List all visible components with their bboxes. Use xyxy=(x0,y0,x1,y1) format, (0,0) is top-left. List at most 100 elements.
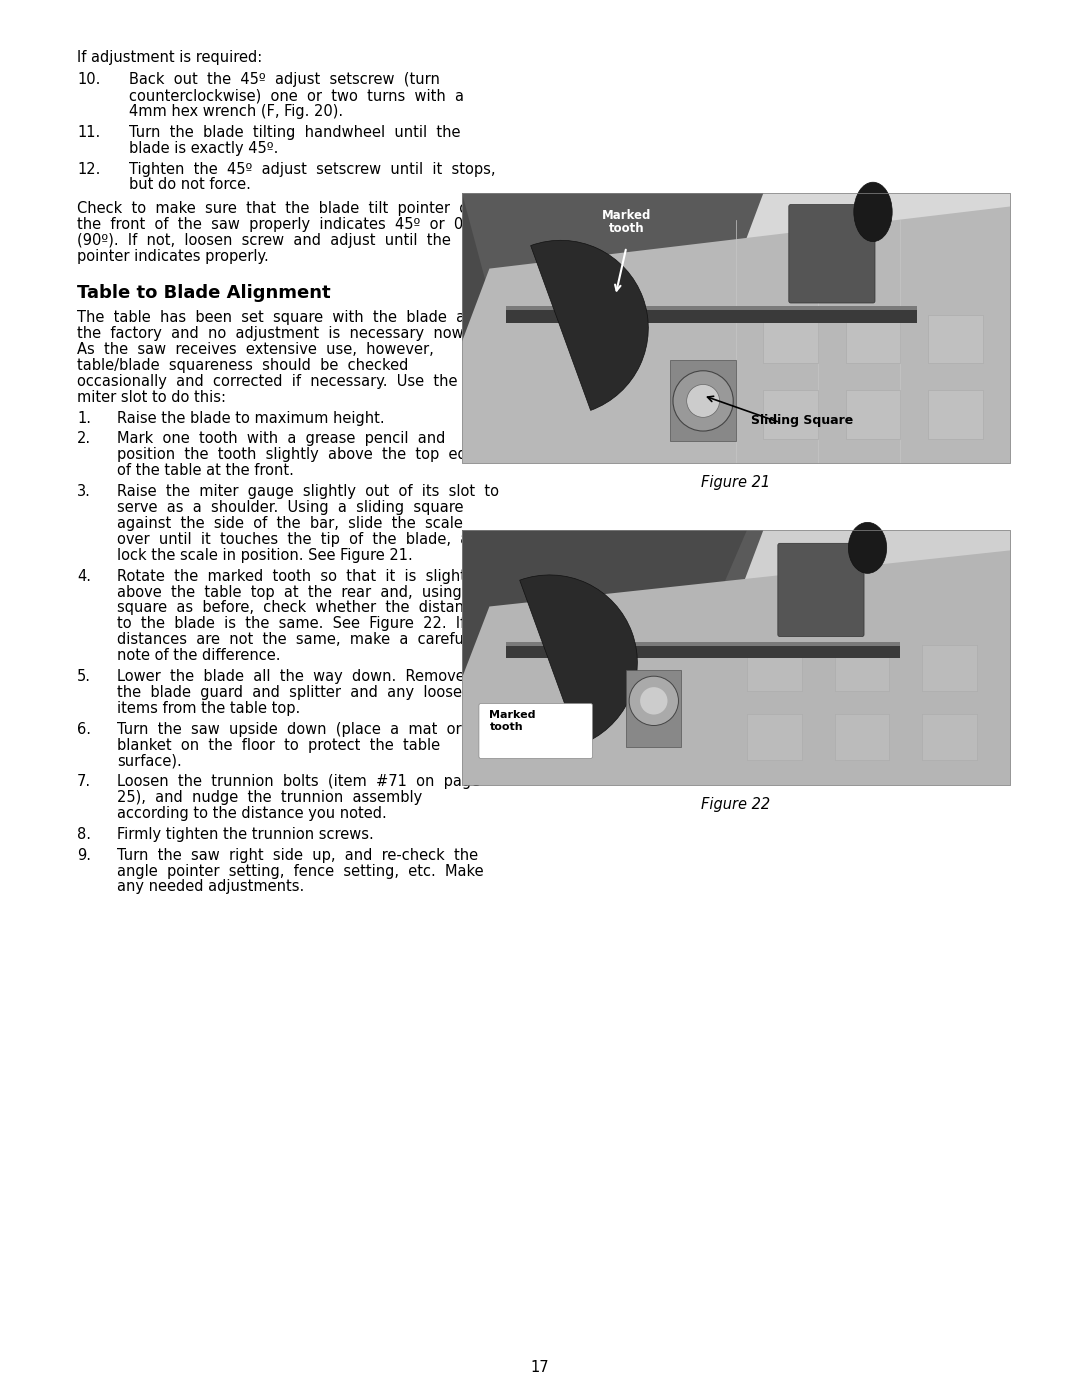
Text: 4.: 4. xyxy=(77,569,91,584)
Text: occasionally  and  corrected  if  necessary.  Use  the: occasionally and corrected if necessary.… xyxy=(77,373,458,388)
Text: tooth: tooth xyxy=(489,722,523,732)
Text: surface).: surface). xyxy=(117,753,181,768)
Text: any needed adjustments.: any needed adjustments. xyxy=(117,880,305,894)
Text: Back  out  the  45º  adjust  setscrew  (turn: Back out the 45º adjust setscrew (turn xyxy=(129,73,440,87)
Text: 10.: 10. xyxy=(77,73,100,87)
Text: the  front  of  the  saw  properly  indicates  45º  or  0º: the front of the saw properly indicates … xyxy=(77,218,470,232)
Bar xyxy=(846,390,901,439)
Circle shape xyxy=(630,676,678,725)
Wedge shape xyxy=(519,576,637,745)
Text: If adjustment is required:: If adjustment is required: xyxy=(77,50,262,66)
Text: 4mm hex wrench (F, Fig. 20).: 4mm hex wrench (F, Fig. 20). xyxy=(129,105,343,119)
Circle shape xyxy=(673,370,733,432)
Text: 1.: 1. xyxy=(77,411,91,426)
Text: Turn  the  blade  tilting  handwheel  until  the: Turn the blade tilting handwheel until t… xyxy=(129,124,460,140)
Text: Turn  the  saw  upside  down  (place  a  mat  or: Turn the saw upside down (place a mat or xyxy=(117,722,461,736)
Ellipse shape xyxy=(854,182,892,242)
Text: Check  to  make  sure  that  the  blade  tilt  pointer  on: Check to make sure that the blade tilt p… xyxy=(77,201,477,217)
FancyBboxPatch shape xyxy=(778,543,864,637)
Text: 12.: 12. xyxy=(77,162,100,176)
Polygon shape xyxy=(462,207,1010,462)
Text: Marked: Marked xyxy=(602,210,651,222)
Bar xyxy=(928,314,983,363)
Text: blanket  on  the  floor  to  protect  the  table: blanket on the floor to protect the tabl… xyxy=(117,738,441,753)
Bar xyxy=(835,714,890,760)
Text: over  until  it  touches  the  tip  of  the  blade,  and: over until it touches the tip of the bla… xyxy=(117,532,488,546)
Bar xyxy=(922,714,977,760)
Text: counterclockwise)  one  or  two  turns  with  a: counterclockwise) one or two turns with … xyxy=(129,88,464,103)
Text: (90º).  If  not,  loosen  screw  and  adjust  until  the: (90º). If not, loosen screw and adjust u… xyxy=(77,233,450,249)
Text: Sliding Square: Sliding Square xyxy=(751,415,853,427)
Text: according to the distance you noted.: according to the distance you noted. xyxy=(117,806,387,821)
Circle shape xyxy=(687,384,719,418)
Text: Mark  one  tooth  with  a  grease  pencil  and: Mark one tooth with a grease pencil and xyxy=(117,432,445,447)
Bar xyxy=(747,714,801,760)
Text: 2.: 2. xyxy=(77,432,91,447)
Bar xyxy=(835,645,890,690)
Text: 17: 17 xyxy=(530,1361,550,1375)
Text: Raise  the  miter  gauge  slightly  out  of  its  slot  to: Raise the miter gauge slightly out of it… xyxy=(117,483,499,499)
Text: 6.: 6. xyxy=(77,722,91,736)
Bar xyxy=(846,314,901,363)
Bar xyxy=(626,671,681,747)
Text: Lower  the  blade  all  the  way  down.  Remove: Lower the blade all the way down. Remove xyxy=(117,669,464,685)
FancyBboxPatch shape xyxy=(478,704,593,759)
Text: 3.: 3. xyxy=(77,483,91,499)
Text: Firmly tighten the trunnion screws.: Firmly tighten the trunnion screws. xyxy=(117,827,374,842)
Bar xyxy=(505,306,917,323)
Bar xyxy=(764,390,819,439)
Text: lock the scale in position. See Figure 21.: lock the scale in position. See Figure 2… xyxy=(117,548,413,563)
Bar xyxy=(505,306,917,310)
Text: As  the  saw  receives  extensive  use,  however,: As the saw receives extensive use, howev… xyxy=(77,342,434,356)
Text: distances  are  not  the  same,  make  a  careful: distances are not the same, make a caref… xyxy=(117,633,468,647)
Text: note of the difference.: note of the difference. xyxy=(117,648,281,664)
Text: to  the  blade  is  the  same.  See  Figure  22.  If  the: to the blade is the same. See Figure 22.… xyxy=(117,616,499,631)
Text: above  the  table  top  at  the  rear  and,  using  the: above the table top at the rear and, usi… xyxy=(117,584,495,599)
Bar xyxy=(505,643,901,658)
Text: 9.: 9. xyxy=(77,848,91,862)
Bar xyxy=(462,529,1010,785)
Text: 25),  and  nudge  the  trunnion  assembly: 25), and nudge the trunnion assembly xyxy=(117,791,422,805)
Text: Tighten  the  45º  adjust  setscrew  until  it  stops,: Tighten the 45º adjust setscrew until it… xyxy=(129,162,496,176)
Wedge shape xyxy=(530,240,648,411)
Text: Figure 22: Figure 22 xyxy=(701,798,770,812)
Text: 8.: 8. xyxy=(77,827,91,842)
Text: 11.: 11. xyxy=(77,124,100,140)
Text: Table to Blade Alignment: Table to Blade Alignment xyxy=(77,284,330,302)
Text: but do not force.: but do not force. xyxy=(129,177,251,193)
Text: table/blade  squareness  should  be  checked: table/blade squareness should be checked xyxy=(77,358,408,373)
Text: blade is exactly 45º.: blade is exactly 45º. xyxy=(129,141,279,156)
Text: The  table  has  been  set  square  with  the  blade  at: The table has been set square with the b… xyxy=(77,310,471,324)
Polygon shape xyxy=(462,193,764,296)
Text: Loosen  the  trunnion  bolts  (item  #71  on  page: Loosen the trunnion bolts (item #71 on p… xyxy=(117,774,481,789)
Bar xyxy=(505,643,901,645)
Text: Turn  the  saw  right  side  up,  and  re-check  the: Turn the saw right side up, and re-check… xyxy=(117,848,478,862)
Bar xyxy=(747,645,801,690)
FancyBboxPatch shape xyxy=(788,204,875,303)
Bar xyxy=(462,529,1010,785)
Polygon shape xyxy=(462,193,747,355)
Text: 5.: 5. xyxy=(77,669,91,685)
Text: serve  as  a  shoulder.  Using  a  sliding  square: serve as a shoulder. Using a sliding squ… xyxy=(117,500,463,515)
Text: position  the  tooth  slightly  above  the  top  edge: position the tooth slightly above the to… xyxy=(117,447,485,462)
Text: Raise the blade to maximum height.: Raise the blade to maximum height. xyxy=(117,411,384,426)
Text: angle  pointer  setting,  fence  setting,  etc.  Make: angle pointer setting, fence setting, et… xyxy=(117,863,484,879)
Text: pointer indicates properly.: pointer indicates properly. xyxy=(77,249,269,264)
Polygon shape xyxy=(462,529,747,696)
Text: the  factory  and  no  adjustment  is  necessary  now.: the factory and no adjustment is necessa… xyxy=(77,326,467,341)
Text: square  as  before,  check  whether  the  distance: square as before, check whether the dist… xyxy=(117,601,481,616)
Text: of the table at the front.: of the table at the front. xyxy=(117,464,294,478)
Text: Rotate  the  marked  tooth  so  that  it  is  slightly: Rotate the marked tooth so that it is sl… xyxy=(117,569,478,584)
Text: Figure 21: Figure 21 xyxy=(701,475,770,490)
Bar xyxy=(462,193,1010,462)
Ellipse shape xyxy=(849,522,887,573)
Polygon shape xyxy=(462,529,764,631)
Polygon shape xyxy=(462,550,1010,785)
Text: 7.: 7. xyxy=(77,774,91,789)
Bar xyxy=(462,193,1010,462)
Bar xyxy=(764,314,819,363)
Text: tooth: tooth xyxy=(609,222,644,235)
Text: against  the  side  of  the  bar,  slide  the  scale: against the side of the bar, slide the s… xyxy=(117,515,463,531)
Circle shape xyxy=(640,687,667,714)
Text: items from the table top.: items from the table top. xyxy=(117,701,300,717)
